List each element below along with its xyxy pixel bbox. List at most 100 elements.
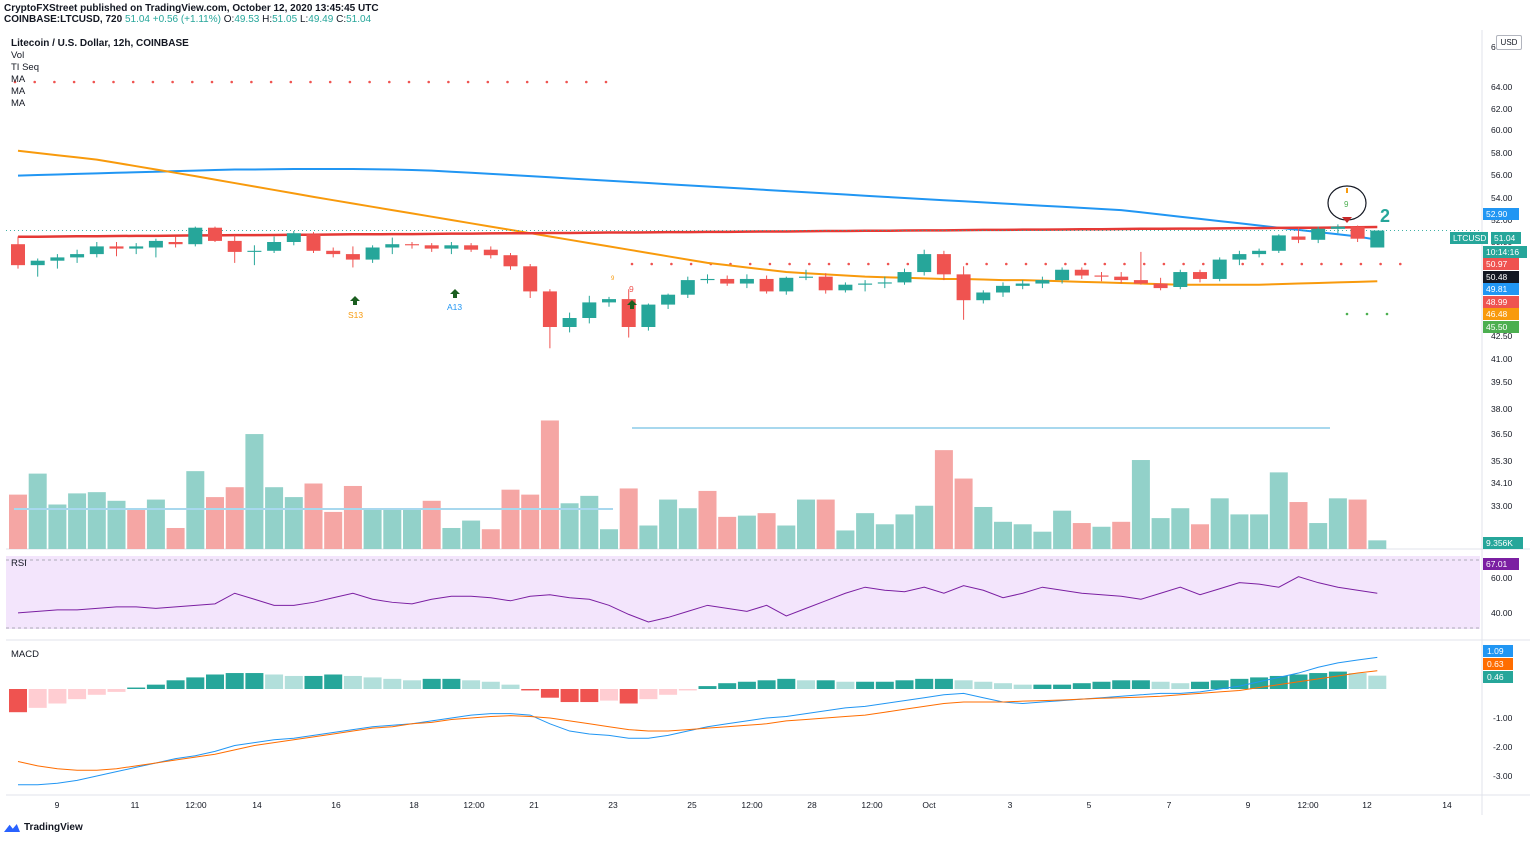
volume-bar xyxy=(462,520,481,549)
candle-body xyxy=(1153,283,1168,289)
macd-histogram-bar xyxy=(934,678,953,689)
legend-item-tiseq[interactable]: TI Seq xyxy=(11,62,39,73)
legend-item-vol[interactable]: Vol xyxy=(11,50,25,61)
macd-histogram-bar xyxy=(245,673,264,689)
td-resistance-dot xyxy=(131,80,135,84)
volume-bar xyxy=(1171,508,1190,549)
legend-item-ma[interactable]: MA xyxy=(11,86,26,97)
td-resistance-dot xyxy=(368,80,371,84)
volume-bar xyxy=(383,508,402,549)
publisher-text: CryptoFXStreet published on TradingView.… xyxy=(4,3,379,14)
price-tick-label: 58.00 xyxy=(1491,148,1513,158)
volume-bar xyxy=(856,513,875,549)
td-resistance-dot xyxy=(269,80,273,84)
macd-histogram-bar xyxy=(1250,677,1269,689)
price-badge-label: LTCUSD xyxy=(1453,233,1486,243)
candle-body xyxy=(1094,275,1109,277)
currency-button[interactable]: USD xyxy=(1496,35,1522,50)
candle-body xyxy=(759,278,774,292)
price-badge-label: 50.97 xyxy=(1486,259,1508,269)
candle-body xyxy=(326,250,341,255)
price-chart[interactable]: S13A13999266.0064.0062.0060.0058.0056.00… xyxy=(0,30,1536,820)
td-resistance-dot xyxy=(1320,262,1323,266)
time-tick-label: 16 xyxy=(331,800,341,810)
td-resistance-dot xyxy=(867,262,870,266)
macd-histogram-bar xyxy=(619,689,638,704)
macd-histogram-bar xyxy=(127,687,146,689)
legend-item-ma[interactable]: MA xyxy=(11,98,26,109)
volume-bar xyxy=(422,500,441,549)
td-resistance-dot xyxy=(309,80,312,84)
td-resistance-dot xyxy=(151,80,155,84)
price-badge xyxy=(1483,283,1519,295)
price-badge xyxy=(1483,271,1519,283)
macd-histogram-bar xyxy=(1151,681,1170,689)
volume-bar xyxy=(304,483,323,549)
candle-body xyxy=(720,278,735,284)
price-tick-label: 33.00 xyxy=(1491,501,1513,511)
candle-body xyxy=(838,284,853,291)
td-resistance-dot xyxy=(768,262,772,266)
seq-label-9: 9 xyxy=(629,284,634,294)
candle-body xyxy=(444,245,459,249)
macd-histogram-bar xyxy=(659,689,678,695)
candle-body xyxy=(188,227,203,245)
low-label: L: xyxy=(299,14,309,25)
price-badge xyxy=(1491,232,1521,244)
macd-histogram-bar xyxy=(166,680,185,689)
macd-histogram-bar xyxy=(698,686,717,689)
td-resistance-dot xyxy=(506,80,509,84)
volume-bar xyxy=(659,499,678,549)
td-resistance-dot xyxy=(1379,262,1382,266)
volume-bar xyxy=(540,420,559,549)
macd-badge-label: 1.09 xyxy=(1487,646,1504,656)
time-tick-label: 7 xyxy=(1167,800,1172,810)
td-resistance-dot xyxy=(230,80,233,84)
td-resistance-dot xyxy=(171,80,174,84)
macd-histogram-bar xyxy=(1112,680,1131,689)
footer-brand[interactable]: TradingView xyxy=(4,822,83,833)
macd-histogram-bar xyxy=(875,681,894,689)
td-resistance-dot xyxy=(1142,262,1146,266)
time-tick-label: 11 xyxy=(131,800,140,810)
td-resistance-dot xyxy=(112,80,115,84)
macd-histogram-bar xyxy=(1072,683,1091,689)
price-badge-label: 9.356K xyxy=(1486,538,1513,548)
seq-mark xyxy=(1346,188,1348,193)
candle-body xyxy=(306,234,321,251)
macd-histogram-bar xyxy=(974,681,993,689)
candle-body xyxy=(50,257,65,261)
macd-histogram-bar xyxy=(1230,678,1249,689)
volume-bar xyxy=(1151,518,1170,549)
time-tick-label: Oct xyxy=(922,800,936,810)
candle-body xyxy=(858,283,873,285)
td-resistance-dot xyxy=(1202,262,1205,266)
candle-body xyxy=(680,280,695,295)
time-tick-label: 21 xyxy=(529,800,539,810)
volume-bar xyxy=(1250,514,1269,549)
time-tick-label: 3 xyxy=(1008,800,1013,810)
volume-bar xyxy=(363,508,382,549)
td-support-dot xyxy=(1345,312,1349,316)
volume-bar xyxy=(343,485,362,549)
macd-histogram-bar xyxy=(816,680,835,689)
ma-orange-line xyxy=(17,149,1378,286)
volume-bar xyxy=(915,505,934,549)
macd-histogram-bar xyxy=(1171,683,1190,689)
td-support-dot xyxy=(1365,312,1369,316)
candle-body xyxy=(109,246,124,249)
time-tick-label: 12 xyxy=(1362,800,1372,810)
macd-histogram-bar xyxy=(206,674,224,689)
legend-item-ma[interactable]: MA xyxy=(11,74,26,85)
price-badge-label: 45.50 xyxy=(1486,322,1508,332)
volume-bar xyxy=(206,497,224,549)
td-resistance-dot xyxy=(92,80,96,84)
macd-histogram-bar xyxy=(797,680,815,689)
td-resistance-dot xyxy=(486,80,490,84)
td-resistance-dot xyxy=(748,262,752,266)
macd-badge xyxy=(1483,658,1513,670)
rsi-badge xyxy=(1483,558,1519,570)
td-resistance-dot xyxy=(1064,262,1067,266)
macd-histogram-bar xyxy=(265,674,284,689)
td-support-dot xyxy=(1385,312,1389,316)
